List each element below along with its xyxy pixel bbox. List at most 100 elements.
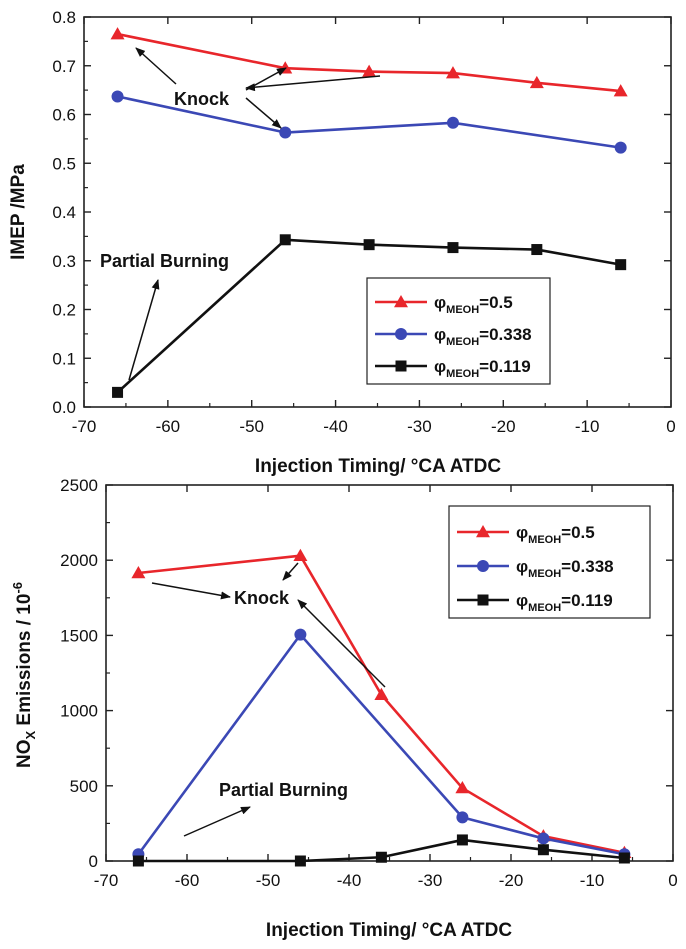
imep-data-point bbox=[615, 259, 627, 271]
x-tick-label: -70 bbox=[72, 417, 97, 436]
x-tick-label: 0 bbox=[666, 417, 675, 436]
legend-value: =0.5 bbox=[479, 293, 513, 312]
y-tick-label: 2000 bbox=[60, 551, 98, 570]
nox-knock-annotation: Knock bbox=[234, 588, 290, 608]
imep-data-point bbox=[363, 239, 375, 251]
imep-legend-entry: φMEOH=0.338 bbox=[375, 325, 532, 348]
y-tick-label: 1500 bbox=[60, 626, 98, 645]
nox-partial-burning-arrow bbox=[183, 806, 251, 837]
imep-series-square bbox=[112, 234, 627, 398]
legend-symbol: φ bbox=[516, 591, 528, 610]
nox-data-point bbox=[294, 628, 307, 641]
nox-y-axis-title-sup: -6 bbox=[10, 582, 25, 594]
y-tick-label: 1000 bbox=[60, 702, 98, 721]
nox-y-tick-labels: 0 500 1000 1500 2000 2500 bbox=[60, 476, 98, 871]
nox-knock-arrow-3 bbox=[297, 599, 386, 688]
legend-label: φMEOH=0.338 bbox=[434, 325, 532, 348]
legend-subscript: MEOH bbox=[528, 602, 561, 614]
imep-data-point bbox=[445, 66, 460, 79]
legend-symbol: φ bbox=[434, 325, 446, 344]
legend-label: φMEOH=0.119 bbox=[516, 591, 613, 614]
nox-y-axis-title-main: NO bbox=[14, 740, 35, 769]
imep-legend-entry: φMEOH=0.119 bbox=[375, 357, 531, 380]
nox-data-point bbox=[537, 832, 550, 845]
y-tick-label: 0.7 bbox=[52, 57, 76, 76]
legend-marker-swatch bbox=[476, 525, 490, 538]
x-tick-label: -70 bbox=[94, 871, 119, 890]
imep-data-point bbox=[111, 90, 124, 103]
imep-partial-burning-arrow bbox=[128, 279, 160, 381]
y-tick-label: 0.0 bbox=[52, 398, 76, 417]
nox-data-point bbox=[132, 855, 144, 867]
nox-data-point bbox=[294, 855, 306, 867]
nox-data-point bbox=[618, 852, 630, 864]
x-tick-label: -10 bbox=[580, 871, 605, 890]
imep-data-point bbox=[110, 27, 125, 40]
legend-marker-swatch bbox=[395, 328, 407, 340]
imep-legend-entry: φMEOH=0.5 bbox=[375, 293, 513, 316]
nox-knock-arrow-2 bbox=[282, 562, 299, 581]
legend-label: φMEOH=0.5 bbox=[434, 293, 513, 316]
legend-symbol: φ bbox=[434, 357, 446, 376]
legend-marker-swatch bbox=[477, 594, 489, 606]
legend-value: =0.5 bbox=[561, 523, 595, 542]
legend-symbol: φ bbox=[516, 557, 528, 576]
y-tick-label: 0.6 bbox=[52, 106, 76, 125]
imep-knock-arrow-4 bbox=[245, 97, 282, 129]
nox-data-point bbox=[374, 687, 389, 701]
legend-subscript: MEOH bbox=[446, 368, 479, 380]
legend-label: φMEOH=0.119 bbox=[434, 357, 531, 380]
y-tick-label: 500 bbox=[70, 777, 98, 796]
nox-y-axis-title-sub: X bbox=[23, 731, 38, 740]
nox-data-point bbox=[375, 851, 387, 863]
imep-x-tick-labels: -70 -60 -50 -40 -30 -20 -10 0 bbox=[72, 417, 676, 436]
y-tick-label: 2500 bbox=[60, 476, 98, 495]
imep-data-point bbox=[446, 116, 459, 129]
imep-data-point bbox=[613, 84, 628, 97]
x-tick-label: 0 bbox=[668, 871, 677, 890]
imep-x-axis-title: Injection Timing/ °CA ATDC bbox=[255, 456, 501, 477]
imep-series-circle bbox=[111, 90, 627, 154]
imep-chart: -70 -60 -50 -40 -30 -20 -10 0 0.00.10.20.30.40.… bbox=[8, 8, 676, 477]
legend-value: =0.338 bbox=[479, 325, 531, 344]
x-tick-label: -60 bbox=[175, 871, 200, 890]
x-tick-label: -20 bbox=[491, 417, 516, 436]
imep-series-line bbox=[117, 32, 621, 93]
legend-subscript: MEOH bbox=[446, 336, 479, 348]
y-tick-label: 0.8 bbox=[52, 8, 76, 27]
imep-y-axis-title: IMEP /MPa bbox=[8, 164, 29, 260]
imep-series-layer bbox=[110, 27, 628, 398]
y-tick-label: 0 bbox=[89, 852, 98, 871]
x-tick-label: -10 bbox=[575, 417, 600, 436]
nox-data-point bbox=[131, 565, 146, 579]
nox-data-point bbox=[456, 811, 469, 824]
x-tick-label: -60 bbox=[156, 417, 181, 436]
nox-data-point bbox=[537, 844, 549, 856]
legend-subscript: MEOH bbox=[528, 568, 561, 580]
legend-marker-swatch bbox=[394, 295, 408, 308]
imep-series-line bbox=[117, 95, 621, 149]
imep-data-point bbox=[362, 64, 377, 77]
nox-legend-entry: φMEOH=0.338 bbox=[457, 557, 614, 580]
x-tick-label: -50 bbox=[239, 417, 264, 436]
y-tick-label: 0.5 bbox=[52, 154, 76, 173]
nox-y-axis-title-rest: Emissions / 10 bbox=[14, 594, 35, 731]
x-tick-label: -40 bbox=[337, 871, 362, 890]
nox-partial-burning-annotation: Partial Burning bbox=[219, 780, 348, 800]
imep-partial-burning-annotation: Partial Burning bbox=[100, 251, 229, 271]
y-tick-label: 0.3 bbox=[52, 252, 76, 271]
legend-subscript: MEOH bbox=[528, 534, 561, 546]
imep-series-line bbox=[116, 238, 621, 394]
nox-x-axis-title: Injection Timing/ °CA ATDC bbox=[266, 920, 512, 941]
y-tick-label: 0.4 bbox=[52, 203, 76, 222]
nox-series-line bbox=[138, 554, 625, 855]
y-tick-label: 0.2 bbox=[52, 301, 76, 320]
legend-value: =0.338 bbox=[561, 557, 613, 576]
nox-legend-entry: φMEOH=0.119 bbox=[457, 591, 613, 614]
legend-symbol: φ bbox=[516, 523, 528, 542]
y-tick-label: 0.1 bbox=[52, 349, 76, 368]
